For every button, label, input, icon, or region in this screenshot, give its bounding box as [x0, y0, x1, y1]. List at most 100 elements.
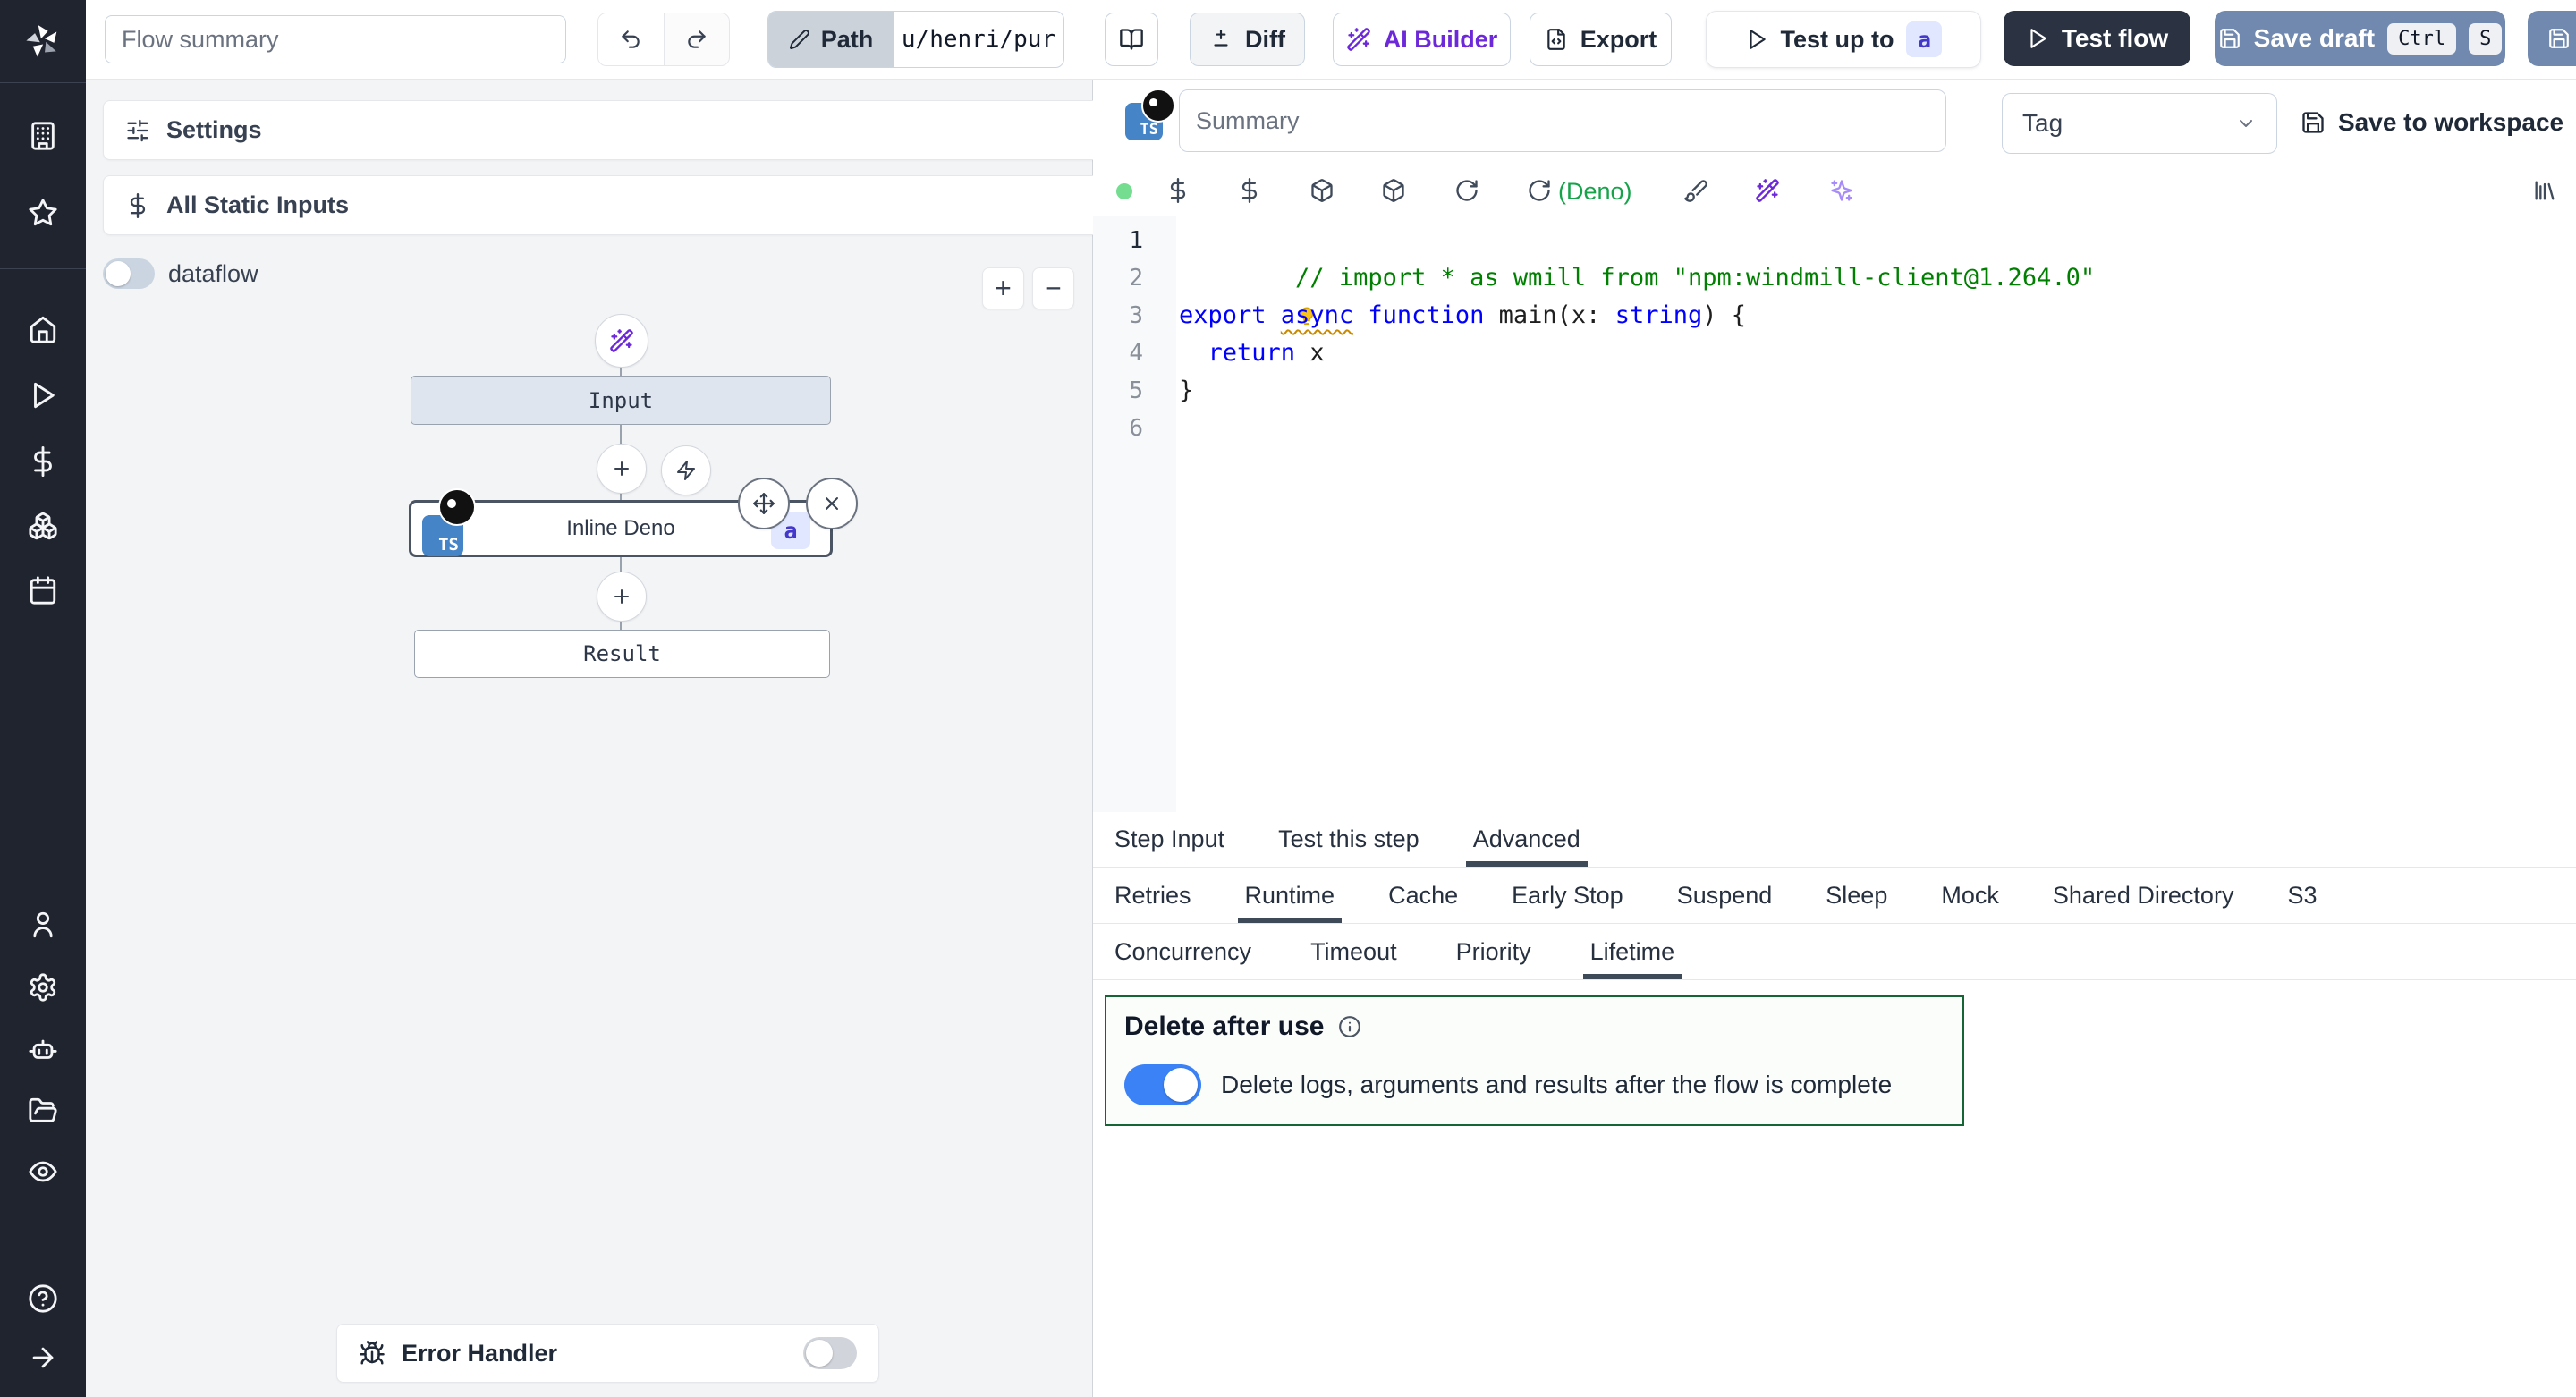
error-handler-button[interactable]: Error Handler: [336, 1324, 879, 1383]
save-draft-button[interactable]: Save draft Ctrl S: [2215, 11, 2505, 66]
undo-redo-group: [597, 13, 730, 66]
save-to-workspace-button[interactable]: Save to workspace: [2301, 102, 2563, 143]
wand-icon: [1346, 28, 1370, 51]
sidebar-item-favorites[interactable]: [0, 191, 86, 234]
zoom-out-button[interactable]: −: [1032, 267, 1074, 309]
sidebar-item-workspace[interactable]: [0, 114, 86, 157]
ai-flow-builder-button[interactable]: [595, 314, 648, 368]
sidebar-item-resources[interactable]: [0, 504, 86, 547]
code-editor[interactable]: 1 2 3 4 5 6 // import * as wmill from "n…: [1093, 216, 2576, 812]
path-value: u/henri/pur: [901, 26, 1056, 53]
tab-mock[interactable]: Mock: [1941, 882, 1999, 909]
sliders-icon: [127, 119, 148, 141]
tab-cache[interactable]: Cache: [1388, 882, 1459, 909]
package-icon: [1383, 179, 1404, 202]
tab-test-this-step[interactable]: Test this step: [1278, 826, 1419, 852]
line-number: 5: [1129, 377, 1143, 404]
lightbulb-icon[interactable]: [1295, 305, 1318, 328]
delete-step-button[interactable]: [806, 478, 858, 529]
all-static-inputs-button[interactable]: All Static Inputs: [103, 175, 1100, 235]
path-button[interactable]: Path u/henri/pur: [767, 11, 1064, 68]
windmill-logo[interactable]: [0, 0, 86, 83]
path-label: Path: [820, 25, 874, 53]
flow-node-input[interactable]: Input: [411, 376, 831, 425]
refresh-icon: [1456, 180, 1478, 201]
test-up-to-button[interactable]: Test up to a: [1706, 11, 1981, 68]
sidebar-item-users[interactable]: [0, 903, 86, 946]
editor-sparkles-button[interactable]: [1827, 176, 1856, 205]
info-icon[interactable]: [1338, 1015, 1361, 1038]
error-handler-toggle-knob: [806, 1340, 833, 1367]
zoom-in-button[interactable]: +: [982, 267, 1024, 309]
add-step-button-2[interactable]: [597, 572, 647, 622]
add-trigger-button[interactable]: [661, 445, 711, 495]
calendar-icon: [30, 576, 56, 605]
export-button[interactable]: Export: [1530, 13, 1672, 66]
code-keyword: function: [1368, 301, 1485, 329]
step-summary-input[interactable]: [1179, 89, 1946, 152]
code-line-5: }: [1179, 372, 1193, 410]
editor-package2-button[interactable]: [1379, 176, 1408, 205]
add-step-button-1[interactable]: [597, 444, 647, 494]
editor-ai-button[interactable]: [1753, 176, 1782, 205]
sidebar-item-variables[interactable]: [0, 440, 86, 483]
sidebar-item-audit-logs[interactable]: [0, 1150, 86, 1193]
docs-button[interactable]: [1105, 13, 1158, 66]
tab-retries[interactable]: Retries: [1114, 882, 1191, 909]
error-handler-label: Error Handler: [402, 1339, 558, 1367]
editor-gutter: [1093, 216, 1176, 812]
sidebar-item-settings[interactable]: [0, 966, 86, 1009]
tab-early-stop[interactable]: Early Stop: [1512, 882, 1623, 909]
undo-button[interactable]: [598, 13, 665, 65]
advanced-tabs: Retries Runtime Cache Early Stop Suspend…: [1093, 868, 2576, 924]
save-draft-label: Save draft: [2253, 24, 2376, 52]
tab-suspend[interactable]: Suspend: [1676, 882, 1773, 909]
tab-timeout[interactable]: Timeout: [1310, 938, 1397, 965]
tab-runtime[interactable]: Runtime: [1237, 868, 1342, 923]
code-plain: ) {: [1702, 301, 1747, 329]
code-keyword: return: [1208, 339, 1296, 367]
tab-s3[interactable]: S3: [2287, 882, 2318, 909]
editor-resources-button[interactable]: [1235, 176, 1264, 205]
delete-after-use-toggle[interactable]: [1124, 1064, 1201, 1105]
code-plain: [1353, 301, 1368, 329]
code-plain: main(x:: [1484, 301, 1615, 329]
eye-icon: [29, 1161, 57, 1182]
editor-reload-deno-button[interactable]: [1525, 176, 1554, 205]
sidebar-item-help[interactable]: [0, 1277, 86, 1320]
sidebar-item-schedules[interactable]: [0, 569, 86, 612]
diff-button[interactable]: Diff: [1190, 13, 1305, 66]
tab-step-input[interactable]: Step Input: [1114, 826, 1225, 852]
flow-node-result[interactable]: Result: [414, 630, 830, 678]
sidebar-item-home[interactable]: [0, 308, 86, 351]
redo-button[interactable]: [665, 13, 730, 65]
move-step-button[interactable]: [738, 478, 790, 529]
dataflow-toggle[interactable]: [103, 258, 155, 289]
editor-format-button[interactable]: [1682, 176, 1710, 205]
sidebar-item-expand[interactable]: [0, 1336, 86, 1379]
deploy-button[interactable]: [2528, 11, 2576, 66]
editor-library-button[interactable]: [2530, 176, 2559, 205]
flow-settings-label: Settings: [166, 116, 262, 143]
tab-sleep[interactable]: Sleep: [1826, 882, 1888, 909]
error-handler-toggle[interactable]: [803, 1337, 857, 1369]
tab-concurrency[interactable]: Concurrency: [1114, 938, 1252, 965]
editor-reload-button[interactable]: [1453, 176, 1481, 205]
sidebar-item-workers[interactable]: [0, 1029, 86, 1071]
tag-select[interactable]: Tag: [2002, 93, 2277, 154]
test-flow-button[interactable]: Test flow: [2004, 11, 2190, 66]
tab-priority[interactable]: Priority: [1455, 938, 1531, 965]
ai-builder-button[interactable]: AI Builder: [1333, 13, 1511, 66]
redo-icon: [688, 30, 706, 48]
editor-vars-button[interactable]: [1164, 176, 1192, 205]
sidebar-item-folders[interactable]: [0, 1089, 86, 1132]
tab-advanced[interactable]: Advanced: [1465, 812, 1588, 867]
tab-lifetime[interactable]: Lifetime: [1582, 925, 1682, 979]
flow-summary-input[interactable]: [105, 15, 566, 64]
tab-shared-directory[interactable]: Shared Directory: [2052, 882, 2234, 909]
flow-settings-button[interactable]: Settings: [103, 100, 1100, 160]
line-number: 1: [1129, 227, 1143, 254]
sidebar-item-runs[interactable]: [0, 374, 86, 417]
dollar-icon: [34, 446, 52, 477]
editor-package-button[interactable]: [1308, 176, 1336, 205]
